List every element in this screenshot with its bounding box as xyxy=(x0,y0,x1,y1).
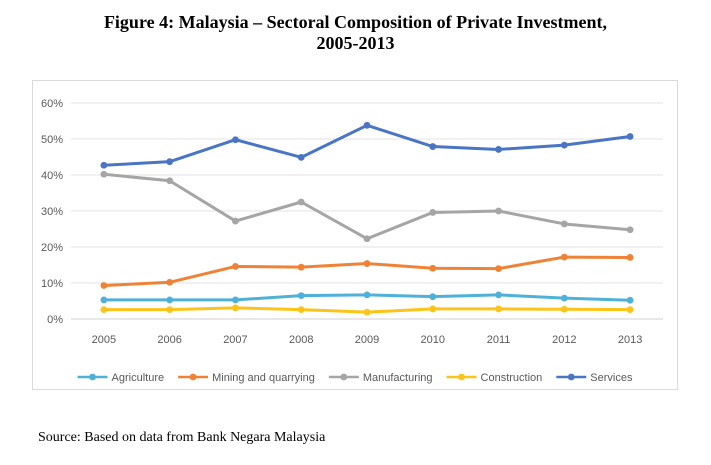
data-point xyxy=(560,220,568,228)
data-point xyxy=(363,308,371,316)
series-manufacturing xyxy=(100,170,634,243)
data-point xyxy=(100,296,108,304)
data-point xyxy=(297,198,305,206)
series-mining-and-quarrying xyxy=(100,253,634,289)
series-agriculture xyxy=(100,291,634,304)
x-tick-label: 2009 xyxy=(355,334,379,346)
data-point xyxy=(429,143,437,150)
x-tick-label: 2006 xyxy=(157,334,181,346)
data-point xyxy=(495,305,502,313)
data-point xyxy=(232,136,239,144)
data-point xyxy=(232,304,239,312)
data-point xyxy=(495,207,502,215)
series-construction xyxy=(100,304,634,316)
series-services xyxy=(100,121,634,169)
legend-swatch-marker xyxy=(458,373,465,381)
legend-swatch-marker xyxy=(89,373,96,381)
x-tick-label: 2011 xyxy=(487,334,511,346)
data-point xyxy=(100,306,108,314)
data-point xyxy=(626,133,634,140)
series-line xyxy=(102,172,632,241)
y-tick-label: 40% xyxy=(41,170,63,182)
data-point xyxy=(363,121,371,129)
x-tick-label: 2013 xyxy=(618,334,642,346)
data-point xyxy=(626,254,634,261)
legend-swatch-marker xyxy=(189,373,197,381)
legend-item: Services xyxy=(556,372,633,384)
figure-title-line2: 2005-2013 xyxy=(316,33,395,53)
chart-frame: 0% 10% 20% 30% 40% 50% 60% 2005 2006 2007 2008 200… xyxy=(32,80,678,390)
legend-label: Services xyxy=(590,372,633,384)
data-point xyxy=(495,146,502,153)
data-point xyxy=(560,253,568,261)
data-point xyxy=(100,282,108,289)
data-point xyxy=(429,305,437,313)
x-tick-label: 2007 xyxy=(223,334,247,346)
data-point xyxy=(297,292,305,299)
legend-item: Mining and quarrying xyxy=(178,372,315,384)
data-point xyxy=(363,235,371,243)
x-tick-label: 2008 xyxy=(289,334,313,346)
data-point xyxy=(297,306,305,314)
data-point xyxy=(363,291,371,299)
data-point xyxy=(626,296,634,304)
data-point xyxy=(232,263,239,270)
figure-title: Figure 4: Malaysia – Sectoral Compositio… xyxy=(0,12,711,54)
legend-swatch-marker xyxy=(567,373,575,381)
data-point xyxy=(560,294,568,302)
data-point xyxy=(166,296,174,304)
source-note: Source: Based on data from Bank Negara M… xyxy=(38,430,326,445)
data-point xyxy=(166,278,174,286)
y-tick-label: 30% xyxy=(41,206,63,218)
data-point xyxy=(429,209,437,216)
data-point xyxy=(100,170,108,178)
legend-item: Construction xyxy=(446,372,543,384)
data-point xyxy=(495,265,502,272)
data-point xyxy=(166,177,174,185)
y-tick-label: 10% xyxy=(41,278,63,290)
data-point xyxy=(429,264,437,272)
x-tick-label: 2005 xyxy=(92,334,116,346)
data-point xyxy=(429,293,437,301)
x-tick-label: 2012 xyxy=(552,334,576,346)
data-point xyxy=(363,260,371,267)
data-point xyxy=(297,263,305,271)
series-line xyxy=(102,123,632,167)
line-chart: 0%10%20%30%40%50%60% 2005 2006 2007 2008 200… xyxy=(41,98,663,384)
legend-label: Agriculture xyxy=(112,372,165,384)
legend-label: Mining and quarrying xyxy=(212,372,315,384)
y-tick-label: 20% xyxy=(41,242,63,254)
data-point xyxy=(626,226,634,234)
data-point xyxy=(560,141,568,149)
data-point xyxy=(297,153,305,161)
y-axis: 0% 10% 20% 30% 40% 50% 60% xyxy=(41,98,63,326)
x-tick-label: 2010 xyxy=(421,334,445,346)
y-tick-label: 60% xyxy=(41,98,63,110)
legend-item: Agriculture xyxy=(77,372,165,384)
figure-title-line1: Figure 4: Malaysia – Sectoral Compositio… xyxy=(103,12,608,32)
data-point xyxy=(232,217,239,225)
data-point xyxy=(100,161,108,169)
y-tick-label: 0% xyxy=(47,314,63,326)
gridlines xyxy=(71,102,663,320)
legend: Agriculture Mining and quarrying Manufactu… xyxy=(77,372,633,384)
legend-swatch-marker xyxy=(340,373,348,381)
y-tick-label: 50% xyxy=(41,134,63,146)
legend-item: Manufacturing xyxy=(328,372,433,384)
legend-label: Manufacturing xyxy=(363,372,433,384)
data-point xyxy=(166,306,174,314)
data-point xyxy=(495,291,502,299)
data-point xyxy=(626,306,634,314)
data-point xyxy=(560,305,568,313)
series-group xyxy=(100,121,634,316)
legend-label: Construction xyxy=(481,372,543,384)
data-point xyxy=(232,296,239,304)
x-axis: 2005 2006 2007 2008 2009 2010 2011 2012 2013 xyxy=(92,334,643,346)
data-point xyxy=(166,158,174,166)
